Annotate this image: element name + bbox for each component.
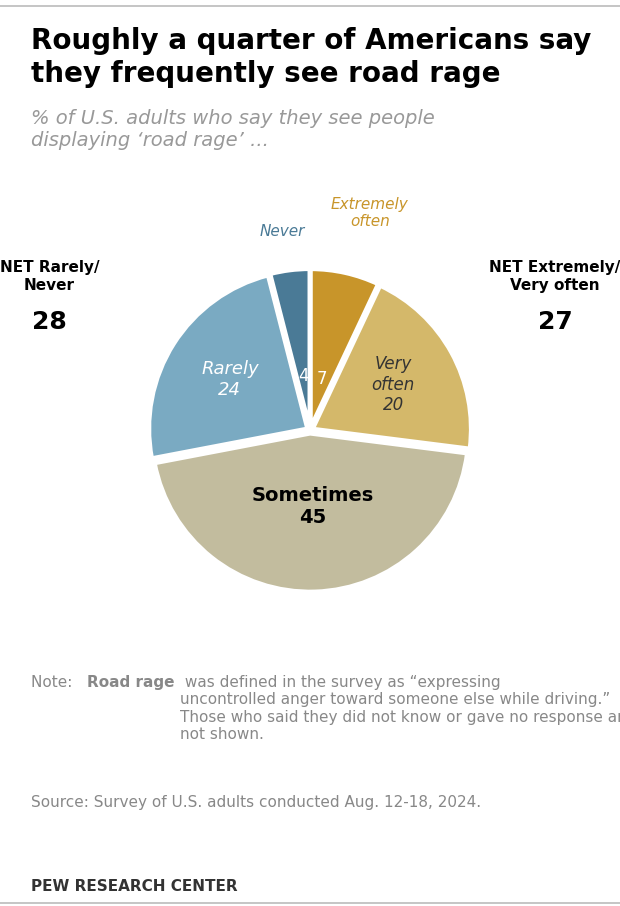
- Text: Note:: Note:: [31, 675, 78, 690]
- Wedge shape: [155, 433, 467, 592]
- Text: Road rage: Road rage: [87, 675, 174, 690]
- Text: was defined in the survey as “expressing
uncontrolled anger toward someone else : was defined in the survey as “expressing…: [180, 675, 620, 742]
- Wedge shape: [270, 269, 309, 428]
- Text: % of U.S. adults who say they see people
displaying ‘road rage’ ...: % of U.S. adults who say they see people…: [31, 109, 435, 149]
- Text: 4: 4: [298, 367, 308, 385]
- Text: PEW RESEARCH CENTER: PEW RESEARCH CENTER: [31, 879, 237, 894]
- Text: 28: 28: [32, 310, 67, 333]
- Wedge shape: [312, 285, 471, 448]
- Wedge shape: [311, 269, 378, 428]
- Text: NET Rarely/
Never: NET Rarely/ Never: [0, 260, 99, 293]
- Text: Never: Never: [259, 224, 304, 238]
- Text: Sometimes
45: Sometimes 45: [251, 486, 373, 526]
- Wedge shape: [149, 275, 308, 458]
- Text: Roughly a quarter of Americans say
they frequently see road rage: Roughly a quarter of Americans say they …: [31, 27, 591, 88]
- Text: NET Extremely/
Very often: NET Extremely/ Very often: [489, 260, 620, 293]
- Text: Rarely
24: Rarely 24: [201, 360, 259, 399]
- Text: 7: 7: [316, 371, 327, 389]
- Text: Extremely
often: Extremely often: [331, 197, 409, 229]
- Text: 27: 27: [538, 310, 572, 333]
- Text: Source: Survey of U.S. adults conducted Aug. 12-18, 2024.: Source: Survey of U.S. adults conducted …: [31, 795, 481, 811]
- Text: Very
often
20: Very often 20: [371, 355, 415, 414]
